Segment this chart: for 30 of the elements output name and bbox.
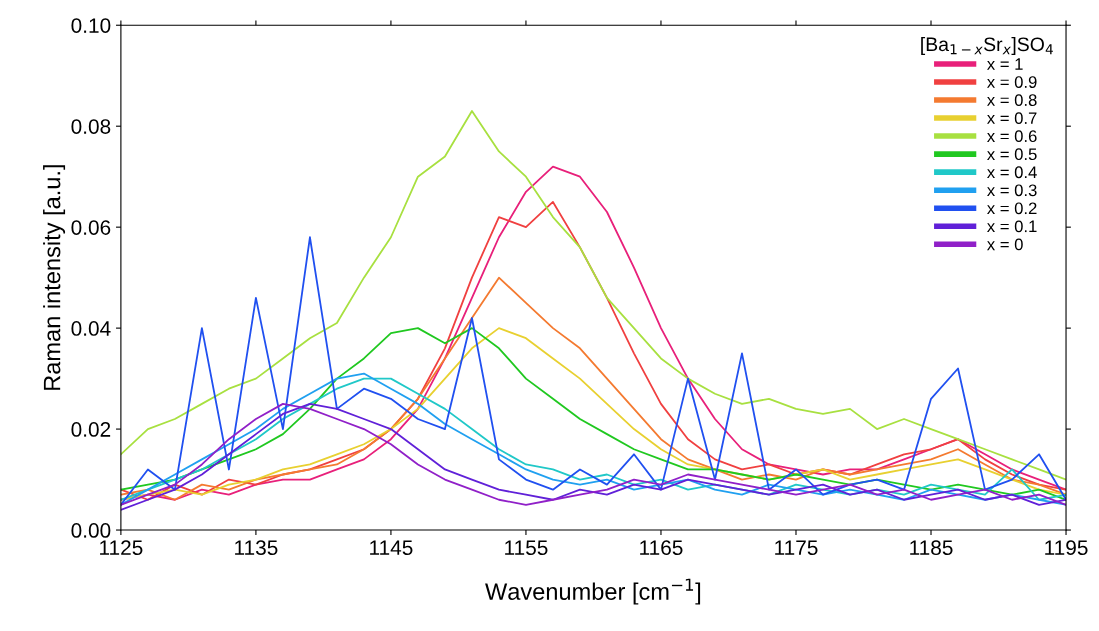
legend-label: x = 1	[987, 58, 1023, 70]
legend-label: x = 0	[987, 238, 1023, 251]
legend-label: x = 0.6	[987, 130, 1037, 143]
legend-title: [Ba$_{1−x}$Sr$_{x}$]SO$_{4}$	[921, 36, 1053, 56]
x-tick-label: 1125	[100, 540, 143, 556]
legend-label: x = 0.9	[987, 76, 1037, 88]
x-tick-label: 1185	[910, 540, 953, 556]
x-axis-title: Wavenumber [cm$^{−1}$]	[485, 578, 701, 605]
y-tick-label: 0.06	[71, 220, 111, 235]
y-tick-label: 0.00	[71, 523, 111, 538]
y-tick-label: 0.04	[71, 321, 111, 336]
line-series	[120, 110, 1067, 481]
legend-label: x = 0.5	[987, 148, 1037, 161]
legend-label: x = 0.2	[987, 202, 1037, 215]
legend-label: x = 0.4	[987, 166, 1037, 179]
x-tick-label: 1195	[1045, 540, 1088, 556]
x-tick-label: 1175	[775, 540, 818, 556]
y-tick-label: 0.08	[71, 119, 111, 134]
y-axis-title: Raman intensity [a.u.]	[43, 165, 66, 390]
x-tick-label: 1135	[235, 540, 278, 556]
legend-label: x = 0.7	[987, 112, 1037, 125]
y-tick-label: 0.02	[71, 422, 111, 437]
legend-label: x = 0.1	[987, 220, 1037, 233]
line-series	[120, 327, 1067, 501]
legend-label: x = 0.8	[987, 94, 1037, 106]
legend-label: x = 0.3	[987, 184, 1037, 197]
x-tick-label: 1145	[370, 540, 413, 556]
y-tick-label: 0.10	[71, 18, 111, 33]
x-tick-label: 1155	[505, 540, 548, 556]
x-tick-label: 1165	[640, 540, 683, 556]
